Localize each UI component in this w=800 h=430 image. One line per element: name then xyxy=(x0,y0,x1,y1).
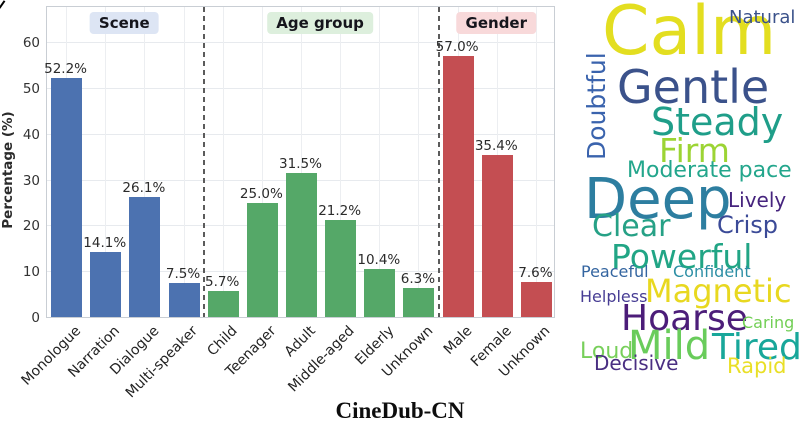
gridline xyxy=(183,7,185,317)
gridline xyxy=(340,7,342,317)
group-label-scene: Scene xyxy=(89,12,159,34)
y-tick-label: 50 xyxy=(22,81,40,97)
x-tick-label: Multi-speaker xyxy=(123,323,202,402)
wordcloud-word-mild: Mild xyxy=(628,323,711,369)
group-separator xyxy=(437,7,440,317)
y-axis-label: Percentage (%) xyxy=(0,111,16,229)
bar-value-label: 5.7% xyxy=(205,273,240,290)
bar-child xyxy=(207,290,239,317)
group-separator xyxy=(202,7,205,317)
wordcloud-word-doubtful: Doubtful xyxy=(582,52,611,160)
bar-value-label: 26.1% xyxy=(122,180,166,197)
bar-value-label: 6.3% xyxy=(400,271,436,288)
bar-value-label: 25.0% xyxy=(239,185,283,202)
wordcloud-word-steady: Steady xyxy=(651,100,784,144)
gridline xyxy=(47,88,554,89)
wordcloud-word-deep: Deep xyxy=(584,167,732,232)
gridline xyxy=(47,42,554,44)
bar-value-label: 7.6% xyxy=(518,265,553,282)
bar-female xyxy=(481,154,513,317)
wordcloud-word-hoarse: Hoarse xyxy=(621,298,748,339)
wordcloud-word-lively: Lively xyxy=(728,188,787,212)
y-tick-label: 10 xyxy=(22,264,40,281)
wordcloud-word-decisive: Decisive xyxy=(594,351,679,375)
wordcloud-word-tired: Tired xyxy=(712,327,800,368)
bar-narration xyxy=(90,252,122,317)
wordcloud-word-helpless: Helpless xyxy=(580,287,648,306)
wordcloud-word-powerful: Powerful xyxy=(611,237,753,276)
gridline xyxy=(301,7,302,317)
y-tick-label: 0 xyxy=(31,310,40,326)
word-cloud: Calm Natural Doubtful Gentle Steady Firm Moder… xyxy=(556,0,800,390)
wordcloud-word-magnetic: Magnetic xyxy=(645,272,792,310)
wordcloud-word-confident: Confident xyxy=(673,262,751,281)
bar-value-label: 31.5% xyxy=(279,155,322,172)
bar-teenager xyxy=(246,202,278,317)
bar-dialogue xyxy=(129,197,161,317)
bar-multi-speaker xyxy=(168,282,200,317)
wordcloud-word-moderate-pace: Moderate pace xyxy=(627,158,792,183)
wordcloud-word-crisp: Crisp xyxy=(717,211,779,239)
wordcloud-word-clear: Clear xyxy=(592,209,671,244)
bar-unknown xyxy=(520,282,552,317)
bar-elderly xyxy=(364,269,396,317)
gridline xyxy=(47,133,554,135)
bar-value-label: 57.0% xyxy=(435,38,479,55)
gridline xyxy=(535,7,537,317)
gridline xyxy=(105,7,107,317)
gridline xyxy=(261,7,263,317)
bar-adult xyxy=(286,172,317,317)
group-label-gender: Gender xyxy=(456,12,537,34)
bar-value-label: 52.2% xyxy=(44,60,88,77)
bar-monologue xyxy=(51,77,83,317)
y-tick-label: 20 xyxy=(22,218,40,235)
wordcloud-word-calm: Calm xyxy=(602,0,777,71)
bar-male xyxy=(442,55,474,317)
wordcloud-word-firm: Firm xyxy=(659,131,730,170)
x-tick-label: Male xyxy=(440,323,476,358)
wordcloud-word-natural: Natural xyxy=(729,7,796,28)
y-tick-label: 40 xyxy=(22,126,40,143)
bar-value-label: 21.2% xyxy=(318,202,362,219)
bar-value-label: 10.4% xyxy=(357,252,401,269)
x-tick-label: Child xyxy=(204,323,241,360)
figure-title: CineDub-CN xyxy=(335,398,465,423)
gridline xyxy=(222,7,224,317)
y-tick-label: 60 xyxy=(22,35,40,52)
wordcloud-word-gentle: Gentle xyxy=(617,60,770,114)
gridline xyxy=(418,7,420,317)
bar-unknown xyxy=(403,288,435,317)
stray-mark xyxy=(0,0,6,9)
gridline xyxy=(144,7,146,317)
y-tick-label: 30 xyxy=(22,172,40,189)
bar-value-label: 7.5% xyxy=(165,265,201,282)
bar-chart-plot-area xyxy=(46,6,555,318)
wordcloud-word-peaceful: Peaceful xyxy=(581,262,649,281)
gridline xyxy=(379,7,381,317)
group-label-age-group: Age group xyxy=(267,12,373,34)
bar-middle-aged xyxy=(325,219,357,317)
wordcloud-word-loud: Loud xyxy=(580,339,634,364)
bar-value-label: 14.1% xyxy=(83,235,127,252)
bar-value-label: 35.4% xyxy=(474,137,518,154)
wordcloud-word-caring: Caring xyxy=(742,313,795,332)
wordcloud-word-rapid: Rapid xyxy=(727,354,787,378)
